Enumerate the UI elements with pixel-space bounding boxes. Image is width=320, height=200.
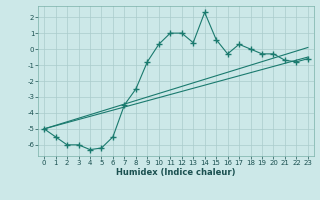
X-axis label: Humidex (Indice chaleur): Humidex (Indice chaleur) xyxy=(116,168,236,177)
